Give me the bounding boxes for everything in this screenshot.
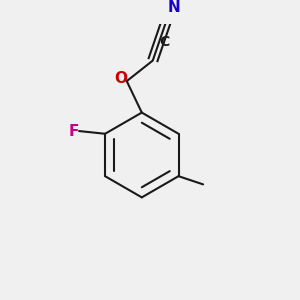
Text: C: C (160, 35, 170, 49)
Text: O: O (114, 71, 127, 86)
Text: N: N (168, 0, 180, 15)
Text: F: F (69, 124, 80, 139)
